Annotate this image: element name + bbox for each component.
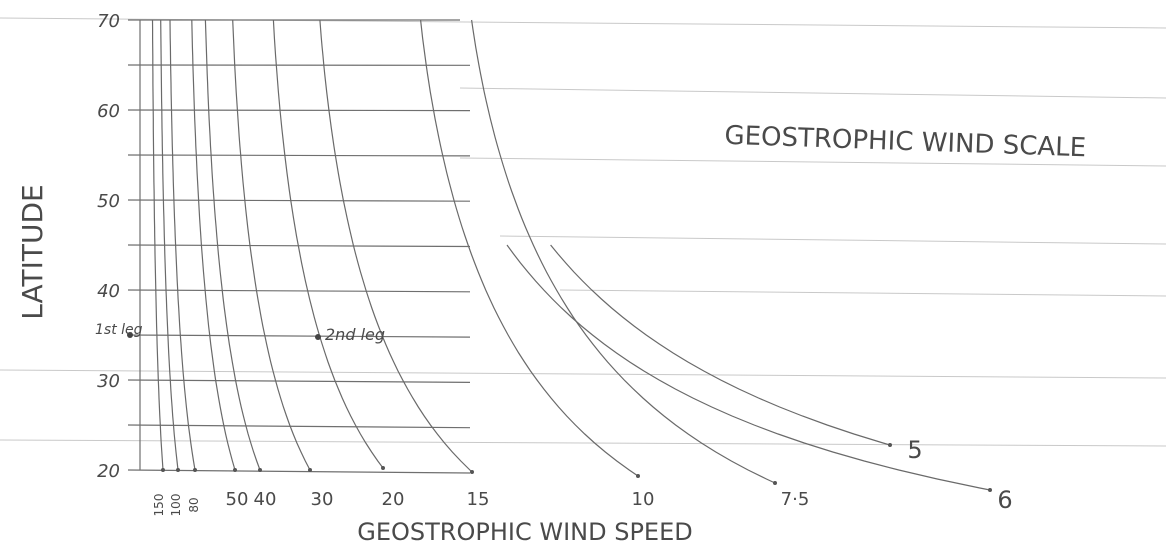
curve-end: [258, 468, 262, 472]
sketch: GEOSTROPHIC WIND SCALE LATITUDE GEOSTROP…: [0, 0, 1166, 550]
curve-end: [193, 468, 197, 472]
y-tick-label: 30: [97, 371, 120, 392]
leg-point: [315, 334, 321, 340]
annotation: 1st leg: [95, 322, 143, 338]
curve-end: [470, 470, 474, 474]
grid-line: [128, 110, 470, 111]
curve-label: 5: [907, 436, 922, 464]
x-tick-label: 7·5: [781, 489, 810, 510]
y-tick-label: 20: [97, 461, 120, 482]
y-tick-label: 70: [97, 11, 120, 32]
curve-end: [381, 466, 385, 470]
curve-end: [308, 468, 312, 472]
annotation: 2nd leg: [325, 325, 385, 344]
grid-line: [128, 425, 470, 428]
grid-line: [128, 200, 470, 201]
wind-curves: [153, 20, 993, 492]
wind-curve: [273, 20, 383, 468]
x-tick-label: 50: [226, 489, 249, 510]
grid-line: [128, 335, 470, 337]
grid-line: [128, 290, 470, 292]
ruled-line: [460, 88, 1166, 98]
curve-end: [161, 468, 165, 472]
x-tick-label: 40: [254, 489, 277, 510]
wind-curve: [472, 20, 775, 483]
curve-end: [636, 474, 640, 478]
ruled-line: [500, 236, 1166, 244]
grid-line: [128, 155, 470, 156]
title: GEOSTROPHIC WIND SCALE: [724, 121, 1087, 164]
wind-curve: [551, 245, 890, 445]
x-tick-label: 20: [382, 489, 405, 510]
y-tick-label: 60: [97, 101, 120, 122]
x-axis-label: GEOSTROPHIC WIND SPEED: [357, 518, 692, 546]
x-tick-label: 15: [467, 489, 490, 510]
curve-end: [176, 468, 180, 472]
grid-line: [128, 380, 470, 382]
x-tick-label: 80: [187, 497, 201, 512]
curve-end: [233, 468, 237, 472]
curve-end: [988, 488, 992, 492]
x-tick-label: 10: [632, 489, 655, 510]
wind-curve: [421, 20, 638, 476]
y-tick-label: 50: [97, 191, 120, 212]
ruled-line: [0, 370, 1166, 378]
curve-end: [888, 443, 892, 447]
x-tick-label: 30: [311, 489, 334, 510]
curve-end: [773, 481, 777, 485]
x-tick-label: 150: [152, 494, 166, 517]
ruled-line: [560, 290, 1166, 296]
y-axis-label: LATITUDE: [16, 184, 49, 319]
x-tick-label: 100: [169, 494, 183, 517]
y-tick-label: 40: [97, 281, 120, 302]
curve-label: 6: [997, 486, 1012, 514]
